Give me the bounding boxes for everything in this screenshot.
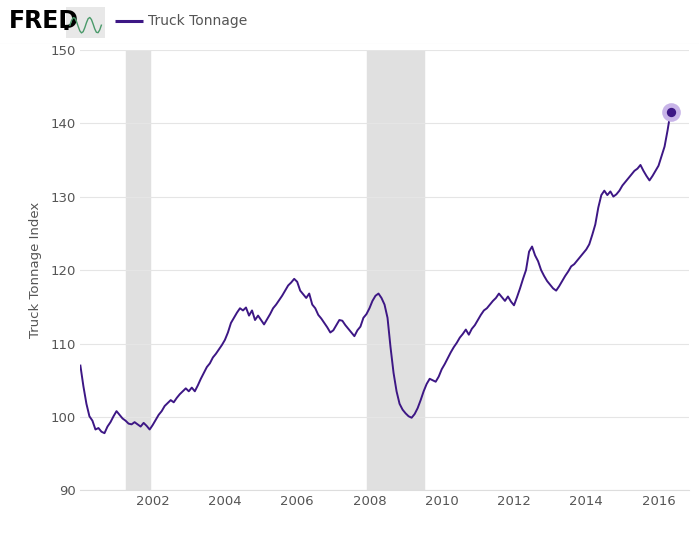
Text: Truck Tonnage: Truck Tonnage bbox=[148, 14, 247, 28]
Y-axis label: Truck Tonnage Index: Truck Tonnage Index bbox=[29, 202, 42, 338]
Bar bbox=[366, 50, 424, 490]
Point bbox=[665, 108, 676, 116]
Bar bbox=[66, 6, 105, 38]
Point bbox=[665, 108, 676, 116]
Text: FRED: FRED bbox=[8, 9, 78, 33]
Text: .: . bbox=[62, 11, 71, 35]
Bar bbox=[126, 50, 150, 490]
